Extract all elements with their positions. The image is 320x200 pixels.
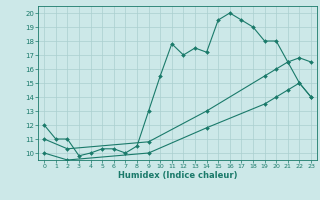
X-axis label: Humidex (Indice chaleur): Humidex (Indice chaleur) xyxy=(118,171,237,180)
